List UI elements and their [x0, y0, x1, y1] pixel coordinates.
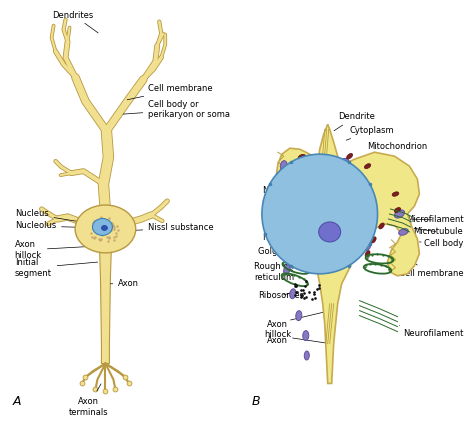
Ellipse shape — [92, 218, 112, 235]
Ellipse shape — [379, 223, 384, 229]
Ellipse shape — [371, 237, 376, 243]
Ellipse shape — [319, 222, 341, 242]
Ellipse shape — [290, 289, 296, 298]
Ellipse shape — [365, 164, 371, 169]
Text: Axon
hillock: Axon hillock — [264, 320, 292, 339]
Ellipse shape — [298, 154, 306, 160]
Ellipse shape — [279, 179, 285, 189]
Ellipse shape — [304, 351, 309, 360]
Text: Dendrite: Dendrite — [334, 112, 374, 131]
Text: Golgi apparatus: Golgi apparatus — [258, 244, 325, 257]
Text: Axon
terminals: Axon terminals — [69, 397, 108, 417]
Text: Nucleus: Nucleus — [262, 186, 296, 195]
Text: B: B — [252, 395, 261, 408]
Ellipse shape — [394, 210, 404, 218]
Text: Nucleus: Nucleus — [15, 209, 91, 223]
Ellipse shape — [365, 251, 370, 257]
Text: Microfilament: Microfilament — [406, 215, 463, 224]
Ellipse shape — [346, 153, 353, 159]
Ellipse shape — [296, 311, 302, 321]
Ellipse shape — [357, 180, 366, 188]
Text: Mitochondrion: Mitochondrion — [364, 142, 428, 158]
Text: Nuclear pore: Nuclear pore — [262, 200, 316, 209]
Text: Microtubule: Microtubule — [413, 227, 463, 237]
Text: Nissl substance: Nissl substance — [125, 223, 214, 232]
Text: Cytoplasm: Cytoplasm — [346, 126, 394, 140]
Ellipse shape — [364, 241, 371, 251]
Text: Axon: Axon — [267, 335, 288, 345]
Text: Axon: Axon — [110, 279, 139, 288]
Text: Nuclear
membrane: Nuclear membrane — [262, 209, 308, 229]
Ellipse shape — [399, 229, 408, 235]
Ellipse shape — [303, 331, 309, 340]
Text: Cell membrane: Cell membrane — [399, 264, 463, 278]
Ellipse shape — [276, 201, 282, 211]
Ellipse shape — [75, 205, 136, 253]
Text: Rough endoplasmic
reticulum: Rough endoplasmic reticulum — [254, 262, 337, 282]
Ellipse shape — [101, 226, 108, 230]
Ellipse shape — [392, 192, 399, 196]
Text: Nucleolus: Nucleolus — [262, 231, 319, 243]
Text: Axon
hillock: Axon hillock — [15, 240, 98, 259]
Text: Cell body: Cell body — [419, 240, 463, 248]
Text: Ribosomes: Ribosomes — [258, 291, 304, 300]
Polygon shape — [100, 247, 111, 363]
Text: Nucleolus: Nucleolus — [15, 221, 98, 231]
Ellipse shape — [364, 200, 372, 208]
Ellipse shape — [394, 208, 401, 212]
Ellipse shape — [344, 170, 355, 179]
Text: Initial
segment: Initial segment — [15, 258, 98, 278]
Ellipse shape — [280, 161, 287, 172]
Text: A: A — [13, 395, 21, 408]
Ellipse shape — [262, 154, 377, 274]
Text: Cell membrane: Cell membrane — [127, 84, 213, 100]
Ellipse shape — [368, 219, 375, 229]
Ellipse shape — [283, 265, 290, 275]
Text: Neurofilament: Neurofilament — [400, 326, 463, 338]
Polygon shape — [276, 124, 419, 383]
Ellipse shape — [312, 157, 319, 161]
Ellipse shape — [277, 223, 283, 233]
Ellipse shape — [279, 244, 285, 254]
Text: Dendrites: Dendrites — [52, 11, 93, 20]
Ellipse shape — [338, 159, 349, 166]
Text: Cell body or
perikaryon or soma: Cell body or perikaryon or soma — [123, 100, 230, 119]
